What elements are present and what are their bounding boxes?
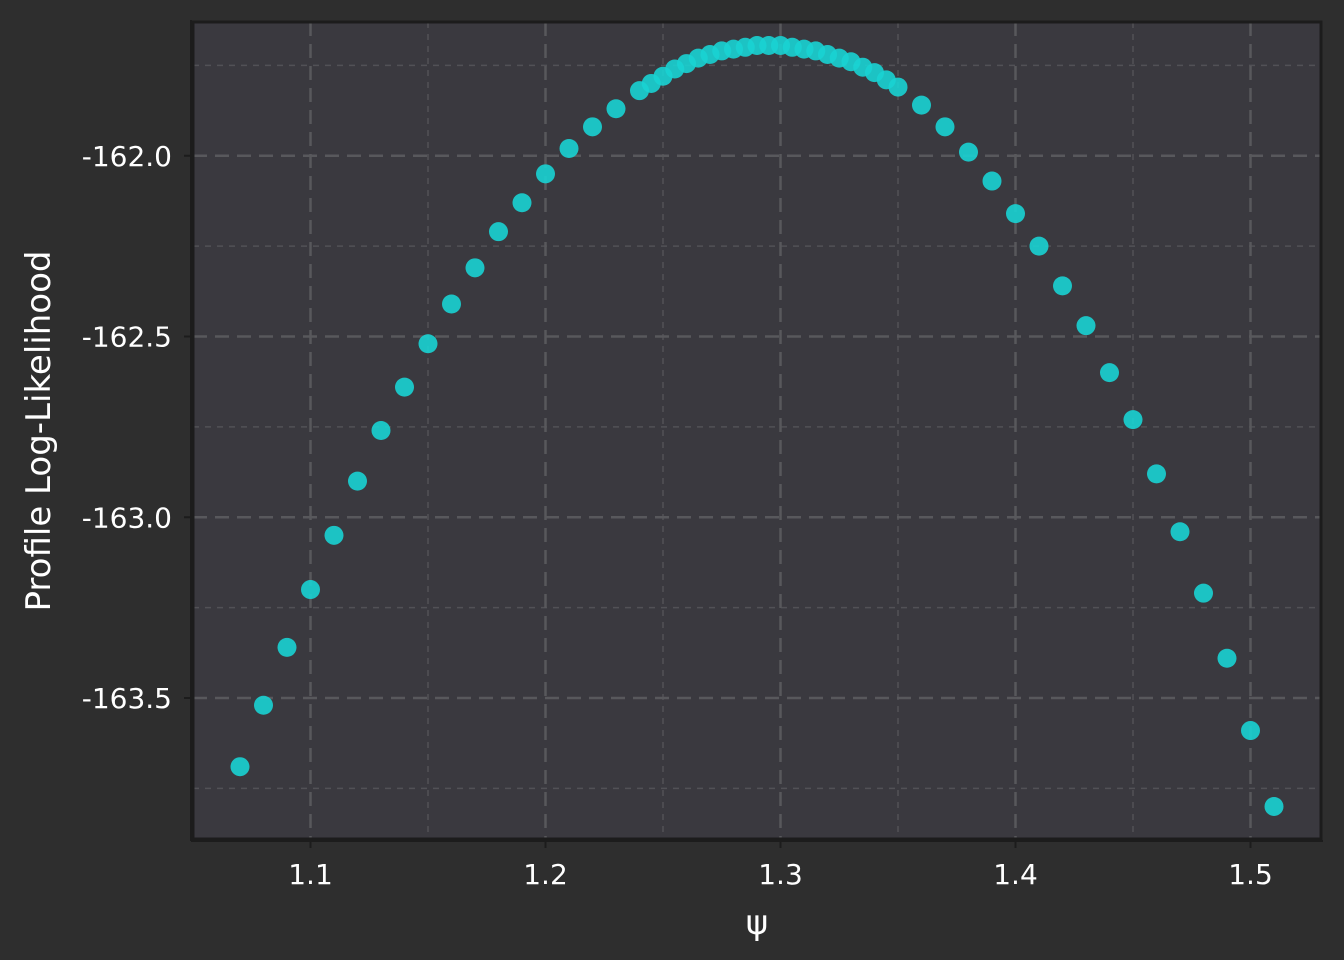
data-points (230, 35, 1284, 816)
plot-frame (191, 20, 1323, 841)
data-point (371, 421, 391, 440)
y-tick-label: -163.5 (82, 682, 172, 715)
data-point (559, 139, 579, 159)
y-tick-label: -162.0 (82, 140, 172, 173)
axis-ticks: 1.1 1.2 1.3 1.4 1.5 -162.0 -162.5 -163.0 -163.5 (82, 140, 1273, 891)
grid-lines (193, 22, 1321, 839)
data-point (348, 471, 367, 491)
data-point (935, 117, 955, 137)
data-point (254, 695, 273, 715)
data-point (912, 95, 931, 115)
data-point (324, 525, 344, 545)
data-point (1147, 464, 1166, 484)
data-point (1241, 721, 1260, 741)
data-point (1217, 648, 1237, 668)
data-point (277, 637, 297, 657)
data-point (230, 757, 250, 777)
data-point (1029, 236, 1049, 256)
x-tick-label: 1.1 (288, 858, 333, 891)
x-tick-label: 1.2 (523, 858, 568, 891)
x-tick-label: 1.4 (993, 858, 1038, 891)
y-tick-label: -163.0 (82, 501, 172, 534)
x-tick-label: 1.3 (758, 858, 803, 891)
data-point (606, 99, 626, 119)
data-point (583, 117, 602, 137)
data-point (1100, 363, 1119, 383)
data-point (1194, 583, 1213, 603)
data-point (536, 164, 555, 184)
x-axis-title: ψ (746, 903, 768, 943)
data-point (301, 580, 320, 600)
y-axis-title: Profile Log-Likelihood (19, 251, 59, 612)
plot-area (193, 22, 1321, 839)
data-point (395, 377, 414, 397)
data-point (465, 258, 485, 278)
data-point (1053, 276, 1072, 296)
data-point (418, 334, 438, 354)
data-point (442, 294, 461, 314)
data-point (982, 171, 1002, 191)
data-point (1123, 410, 1143, 430)
y-tick-label: -162.5 (82, 321, 172, 354)
data-point (1006, 204, 1025, 224)
x-tick-label: 1.5 (1228, 858, 1273, 891)
data-point (489, 222, 508, 242)
data-point (512, 193, 532, 213)
data-point (1170, 522, 1190, 542)
data-point (888, 77, 908, 97)
data-point (1264, 796, 1284, 816)
data-point (1076, 316, 1096, 336)
data-point (959, 142, 978, 162)
